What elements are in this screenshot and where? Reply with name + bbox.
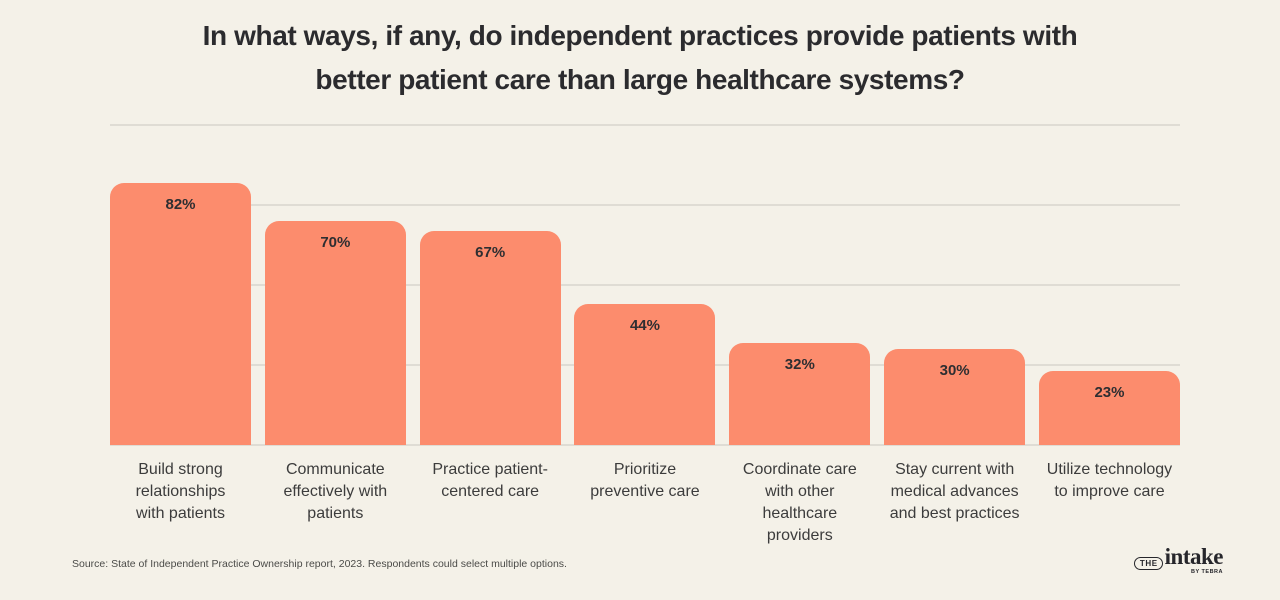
- category-label: Stay current with medical advances and b…: [889, 461, 1020, 522]
- bar: 67%: [419, 230, 561, 445]
- bar-value-label: 67%: [475, 243, 506, 261]
- category-label: Coordinate care with other healthcare pr…: [742, 461, 857, 544]
- category-label: Build strong relationships with patients: [135, 461, 226, 522]
- category-label-column: Coordinate care with other healthcare pr…: [729, 459, 870, 547]
- chart-title-line-2: better patient care than large healthcar…: [315, 64, 965, 95]
- bars-container: 82% 70% 67% 44% 32% 30% 23%: [110, 125, 1180, 445]
- bar-value-label: 70%: [320, 234, 351, 251]
- category-axis-labels: Build strong relationships with patients…: [110, 459, 1180, 547]
- bar-chart-plot-area: 82% 70% 67% 44% 32% 30% 23%: [110, 124, 1180, 446]
- category-label-column: Practice patient- centered care: [420, 459, 561, 547]
- bar: 44%: [574, 304, 716, 445]
- category-label-column: Utilize technology to improve care: [1039, 459, 1180, 547]
- category-label-column: Prioritize preventive care: [574, 459, 715, 547]
- bar: 23%: [1038, 371, 1180, 445]
- bar: 30%: [884, 349, 1026, 445]
- category-label: Utilize technology to improve care: [1046, 461, 1173, 500]
- bar-value-label: 23%: [1094, 384, 1125, 402]
- bar: 82%: [110, 182, 251, 445]
- chart-title-line-1: In what ways, if any, do independent pra…: [202, 20, 1078, 51]
- category-label: Communicate effectively with patients: [283, 461, 388, 522]
- category-label: Practice patient- centered care: [432, 461, 548, 500]
- bar: 32%: [729, 342, 871, 445]
- category-label-column: Communicate effectively with patients: [265, 459, 406, 547]
- category-label-column: Build strong relationships with patients: [110, 459, 251, 547]
- chart-title: In what ways, if any, do independent pra…: [0, 14, 1280, 102]
- source-note: Source: State of Independent Practice Ow…: [72, 558, 567, 570]
- logo-byline: BY TEBRA: [1190, 569, 1223, 575]
- gridline-100: [110, 124, 1180, 126]
- bar-value-label: 30%: [939, 362, 970, 379]
- bar-value-label: 82%: [165, 195, 196, 213]
- gridline-75: [110, 204, 1180, 206]
- category-label-column: Stay current with medical advances and b…: [884, 459, 1025, 547]
- bar-value-label: 32%: [784, 355, 815, 373]
- logo-wordmark: intake: [1164, 544, 1224, 569]
- gridline-50: [110, 284, 1180, 286]
- category-label: Prioritize preventive care: [590, 461, 700, 500]
- logo-the-badge: THE: [1133, 557, 1163, 570]
- gridline-0: [110, 444, 1180, 446]
- bar: 70%: [264, 221, 406, 445]
- intake-by-tebra-logo: THE intake BY TEBRA: [1133, 544, 1224, 575]
- bar-value-label: 44%: [629, 317, 660, 335]
